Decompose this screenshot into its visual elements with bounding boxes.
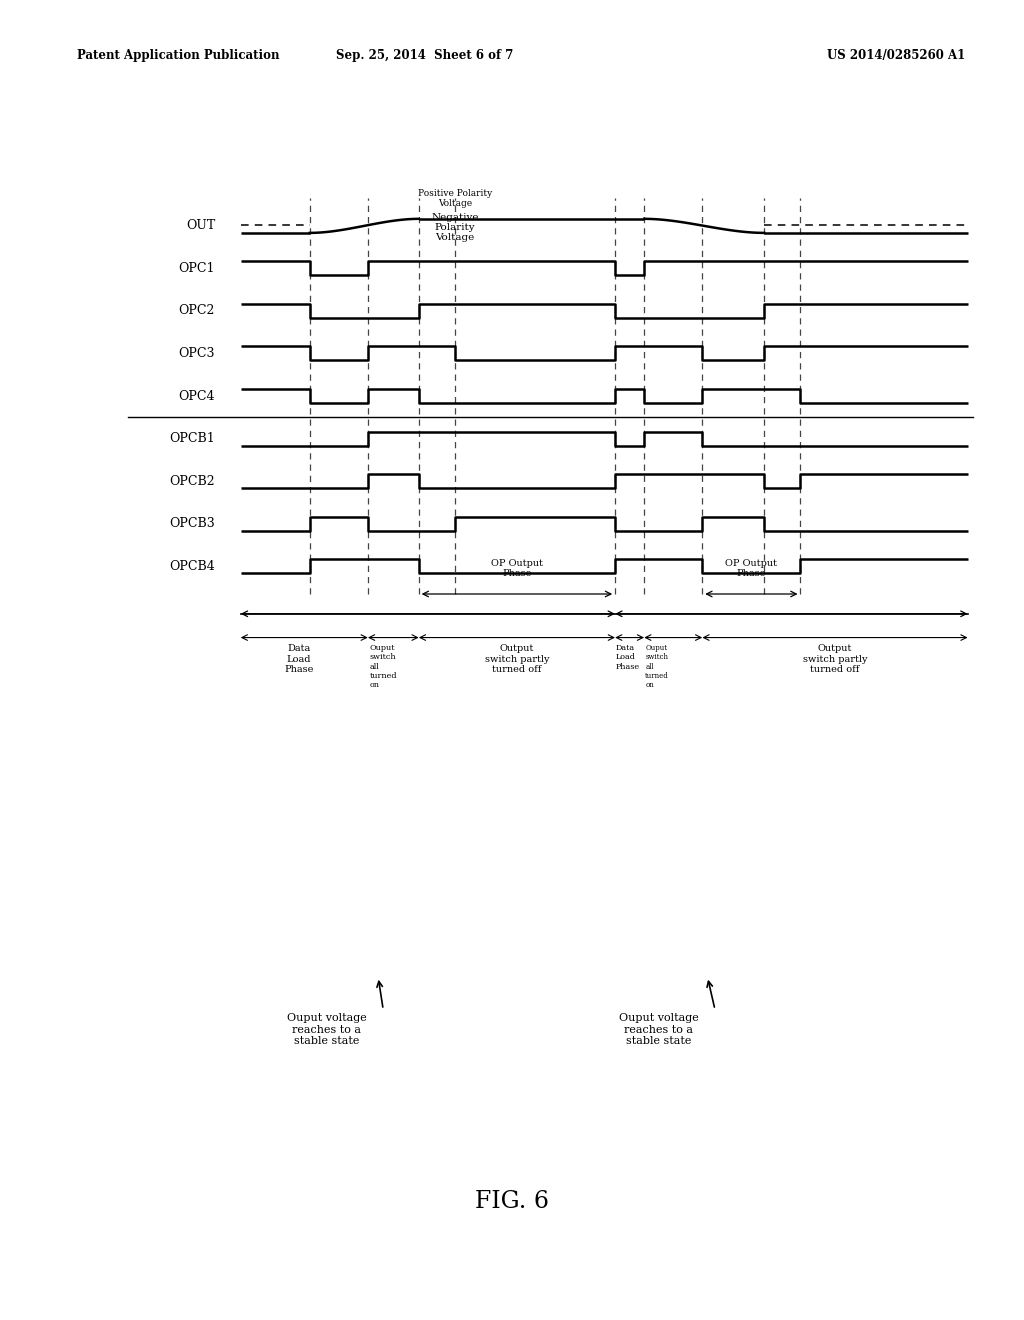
Text: Data
Load
Phase: Data Load Phase: [616, 644, 640, 671]
Text: OPCB3: OPCB3: [169, 517, 215, 531]
Text: Output
switch partly
turned off: Output switch partly turned off: [484, 644, 549, 675]
Text: OPC3: OPC3: [178, 347, 215, 360]
Text: OPCB1: OPCB1: [169, 432, 215, 445]
Text: FIG. 6: FIG. 6: [475, 1189, 549, 1213]
Text: OP Output
Phase: OP Output Phase: [725, 558, 777, 578]
Text: Ouput
switch
all
turned
on: Ouput switch all turned on: [370, 644, 397, 689]
Text: Positive Polarity
Voltage: Positive Polarity Voltage: [418, 189, 493, 209]
Text: Output
switch partly
turned off: Output switch partly turned off: [803, 644, 867, 675]
Text: OPC4: OPC4: [178, 389, 215, 403]
Text: Ouput voltage
reaches to a
stable state: Ouput voltage reaches to a stable state: [287, 1012, 367, 1047]
Text: OPCB4: OPCB4: [169, 560, 215, 573]
Text: OUT: OUT: [185, 219, 215, 232]
Text: US 2014/0285260 A1: US 2014/0285260 A1: [826, 49, 966, 62]
Text: Negative
Polarity
Voltage: Negative Polarity Voltage: [431, 213, 479, 243]
Text: Patent Application Publication: Patent Application Publication: [77, 49, 280, 62]
Text: Ouput voltage
reaches to a
stable state: Ouput voltage reaches to a stable state: [618, 1012, 698, 1047]
Text: OP Output
Phase: OP Output Phase: [490, 558, 543, 578]
Text: Data
Load
Phase: Data Load Phase: [285, 644, 313, 675]
Text: OPCB2: OPCB2: [169, 475, 215, 487]
Text: Sep. 25, 2014  Sheet 6 of 7: Sep. 25, 2014 Sheet 6 of 7: [336, 49, 514, 62]
Text: OPC1: OPC1: [178, 261, 215, 275]
Text: Ouput
switch
all
turned
on: Ouput switch all turned on: [645, 644, 669, 689]
Text: OPC2: OPC2: [178, 305, 215, 317]
